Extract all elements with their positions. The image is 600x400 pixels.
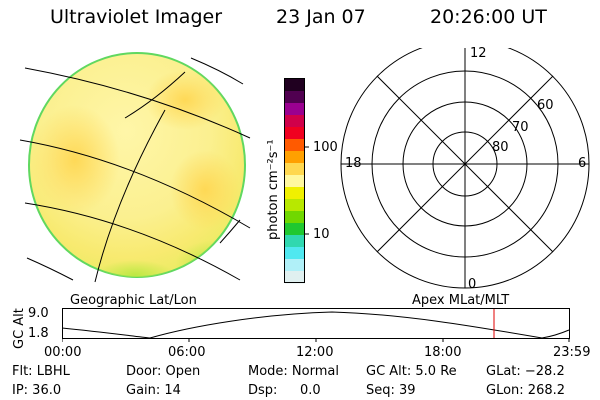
polar-panel-label: Apex MLat/MLT — [412, 293, 510, 308]
mlt-label-0: 0 — [468, 277, 477, 292]
dsp-readout-label: Dsp: — [248, 383, 278, 398]
mlat-label-70: 70 — [512, 120, 529, 135]
colorbar-segment — [285, 79, 305, 92]
dsp-readout-value: 0.0 — [300, 383, 321, 398]
colorbar-segment — [285, 247, 305, 260]
colorbar-segment — [285, 91, 305, 104]
colorbar-segment — [285, 175, 305, 188]
time-tick-1800: 18:00 — [424, 345, 462, 360]
colorbar-segment — [285, 259, 305, 272]
ip-readout: IP: 36.0 — [12, 383, 62, 398]
mlt-label-6: 6 — [578, 156, 587, 171]
lat-lon-grid — [19, 57, 251, 283]
colorbar-tick-10: 10 — [313, 227, 330, 242]
colorbar-segment — [285, 163, 305, 176]
time-tick-1200: 12:00 — [296, 345, 334, 360]
geographic-image-panel — [19, 52, 251, 283]
colorbar-segment — [285, 151, 305, 164]
colorbar-segment — [285, 139, 305, 152]
altitude-tick-9: 9.0 — [28, 306, 49, 321]
mlt-label-18: 18 — [345, 156, 362, 171]
colorbar-segment — [285, 223, 305, 236]
altitude-plot — [62, 308, 570, 342]
seq-readout: Seq: 39 — [366, 383, 416, 398]
gc-alt-readout: GC Alt: 5.0 Re — [366, 364, 457, 379]
mode-readout: Mode: Normal — [248, 364, 339, 379]
glat-readout: GLat: −28.2 — [486, 364, 565, 379]
colorbar-segment — [285, 199, 305, 212]
time-tick-0600: 06:00 — [168, 345, 206, 360]
colorbar-segment — [285, 103, 305, 116]
time-tick-2359: 23:59 — [553, 345, 591, 360]
colorbar-segment — [285, 187, 305, 200]
colorbar-segment — [285, 211, 305, 224]
instrument-title: Ultraviolet Imager — [50, 6, 223, 28]
colorbar-tick-100: 100 — [313, 140, 338, 155]
polar-spokes — [341, 48, 589, 288]
colorbar — [284, 78, 309, 284]
filter-readout: Flt: LBHL — [12, 364, 70, 379]
mlat-label-80: 80 — [492, 140, 509, 155]
door-readout: Door: Open — [126, 364, 201, 379]
polar-grid-panel — [340, 48, 590, 289]
colorbar-segment — [285, 235, 305, 248]
mlat-label-60: 60 — [537, 98, 554, 113]
colorbar-segment — [285, 115, 305, 128]
time-tick-0000: 00:00 — [44, 345, 82, 360]
colorbar-segment — [285, 127, 305, 140]
mlt-label-12: 12 — [470, 46, 487, 61]
date-label: 23 Jan 07 — [276, 6, 366, 28]
glon-readout: GLon: 268.2 — [486, 383, 566, 398]
time-label: 20:26:00 UT — [430, 6, 547, 28]
altitude-tick-1-8: 1.8 — [28, 326, 49, 341]
colorbar-unit-label: photon cm⁻²s⁻¹ — [266, 139, 281, 240]
altitude-y-label: GC Alt — [12, 308, 27, 349]
colorbar-segment — [285, 271, 305, 284]
gain-readout: Gain: 14 — [126, 383, 181, 398]
geographic-panel-label: Geographic Lat/Lon — [70, 293, 197, 308]
altitude-curve — [62, 311, 570, 339]
